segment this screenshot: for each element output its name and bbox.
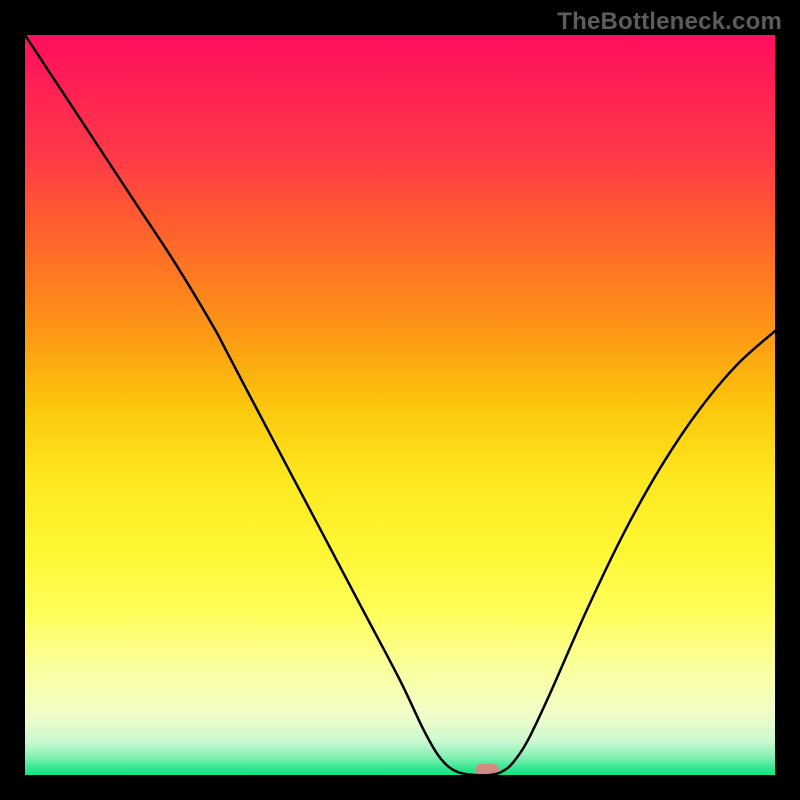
bottleneck-chart xyxy=(0,0,800,800)
watermark-text: TheBottleneck.com xyxy=(557,8,782,36)
plot-background xyxy=(25,35,775,775)
chart-container: TheBottleneck.com xyxy=(0,0,800,800)
